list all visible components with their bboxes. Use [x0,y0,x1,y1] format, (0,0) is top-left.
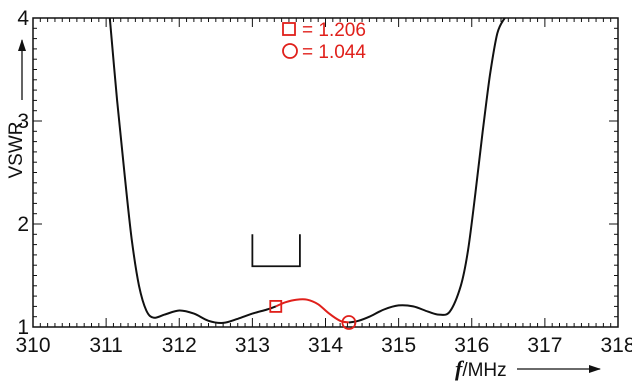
x-tick-label: 318 [600,334,632,357]
x-axis-label-text: f/MHz [455,356,507,381]
x-tick-label: 317 [527,334,562,357]
y-axis-label-text: VSWR [6,122,27,179]
curve-segment-1 [275,298,350,324]
y-tick-label: 4 [17,7,29,30]
x-tick-label: 315 [381,334,416,357]
x-axis-label-unit: /MHz [462,360,506,381]
legend: = 1.206 = 1.044 [282,20,366,63]
curve-markers [269,299,357,330]
y-tick-label: 1 [17,316,29,339]
x-tick-label: 311 [89,334,122,357]
x-axis-label: f/MHz [455,356,601,381]
curve-segment-2 [348,17,506,324]
x-axis-label-symbol: f [455,356,465,381]
legend-square-marker [282,22,296,36]
plot-frame [32,17,619,328]
x-tick-label: 313 [235,334,270,357]
y-axis-label: VSWR [6,39,27,179]
y-tick-label: 2 [17,213,29,236]
legend-circle-marker [282,43,298,59]
curve-segment-0 [108,17,277,324]
square-marker [269,299,283,313]
legend-square-value: = 1.206 [302,20,366,41]
axis-ticks [32,17,619,328]
tick-labels: 310 311 312 313 314 315 316 317 318 1 2 3 4 [15,7,632,357]
x-tick-label: 316 [454,334,489,357]
x-tick-label: 310 [15,334,50,357]
vswr-curve [108,17,506,324]
circle-marker [341,315,357,330]
legend-circle-value: = 1.044 [302,42,366,63]
x-tick-label: 314 [308,334,343,357]
bracket-shape [251,234,301,268]
bandwidth-bracket [251,234,301,268]
y-tick-label: 3 [17,110,29,133]
x-tick-label: 312 [162,334,197,357]
